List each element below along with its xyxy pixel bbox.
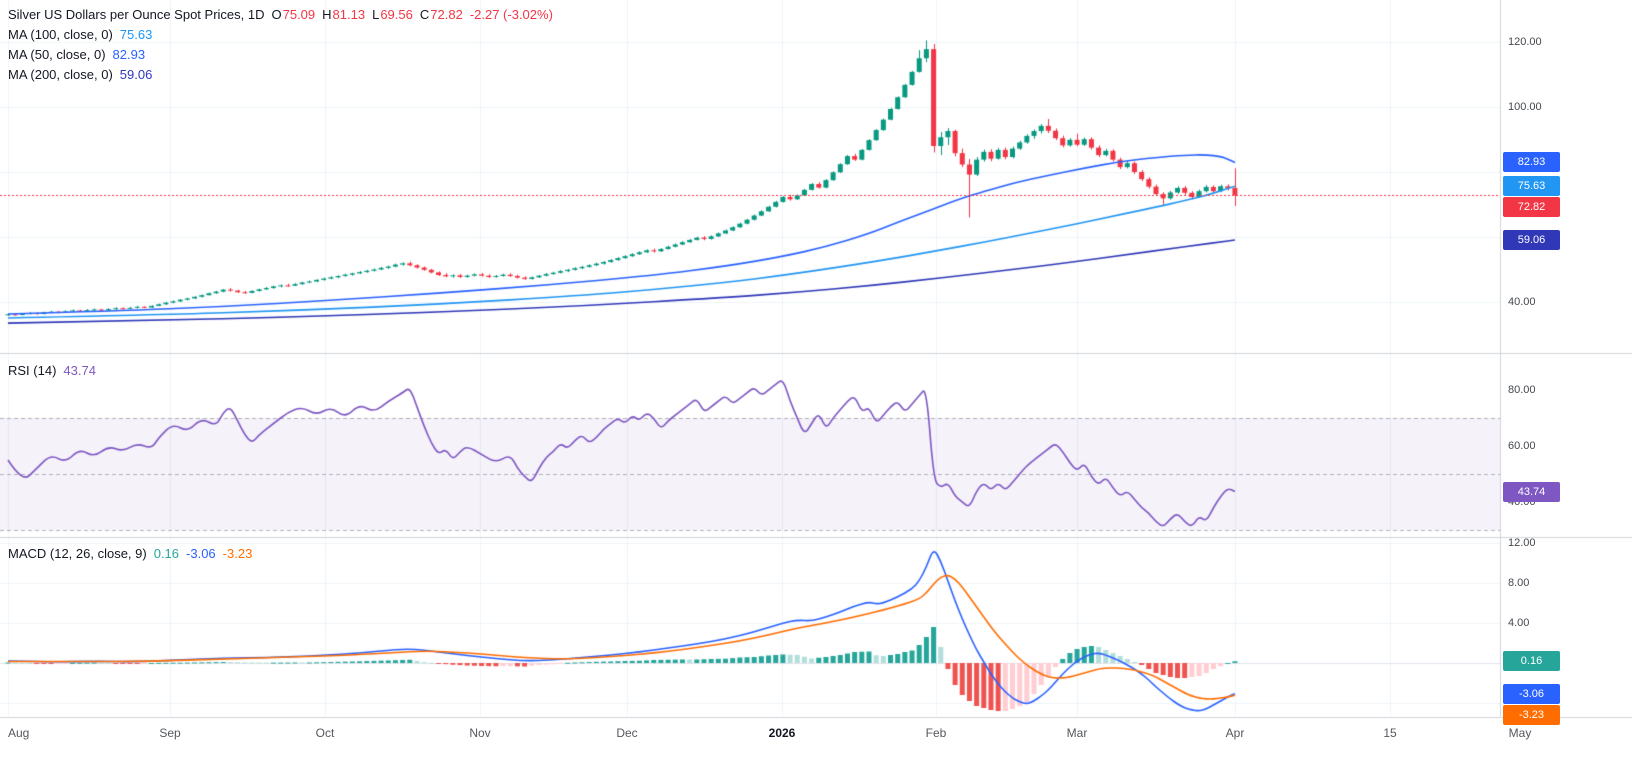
ma200-label: MA (200, close, 0) bbox=[8, 66, 113, 82]
ohlc-high: H 81.13 bbox=[322, 7, 365, 22]
macd-legend-row[interactable]: MACD (12, 26, close, 9) 0.16 -3.06 -3.23 bbox=[8, 543, 252, 563]
low-value: 69.56 bbox=[380, 6, 413, 22]
ma50-legend-row[interactable]: MA (50, close, 0) 82.93 bbox=[8, 44, 553, 64]
symbol-row[interactable]: Silver US Dollars per Ounce Spot Prices,… bbox=[8, 4, 553, 24]
macd-hist-value: 0.16 bbox=[153, 545, 180, 561]
ohlc-low: L 69.56 bbox=[372, 7, 413, 22]
macd-legend: MACD (12, 26, close, 9) 0.16 -3.06 -3.23 bbox=[8, 543, 252, 563]
open-label: O bbox=[271, 6, 282, 22]
main-legend: Silver US Dollars per Ounce Spot Prices,… bbox=[8, 4, 553, 84]
high-value: 81.13 bbox=[332, 6, 366, 22]
high-label: H bbox=[322, 6, 332, 22]
close-value: 72.82 bbox=[430, 6, 463, 22]
macd-line-value: -3.06 bbox=[186, 545, 216, 561]
low-label: L bbox=[372, 6, 380, 22]
ma200-legend-row[interactable]: MA (200, close, 0) 59.06 bbox=[8, 64, 553, 84]
open-value: 75.09 bbox=[282, 6, 316, 22]
rsi-legend: RSI (14) 43.74 bbox=[8, 360, 96, 380]
symbol-title[interactable]: Silver US Dollars per Ounce Spot Prices,… bbox=[8, 6, 265, 22]
ma100-legend-row[interactable]: MA (100, close, 0) 75.63 bbox=[8, 24, 553, 44]
rsi-label: RSI (14) bbox=[8, 362, 57, 378]
rsi-legend-row[interactable]: RSI (14) 43.74 bbox=[8, 360, 96, 380]
ma200-value: 59.06 bbox=[119, 66, 153, 82]
ohlc-close: C 72.82 bbox=[420, 7, 463, 22]
rsi-value: 43.74 bbox=[63, 362, 96, 378]
macd-label: MACD (12, 26, close, 9) bbox=[8, 545, 147, 561]
ma100-value: 75.63 bbox=[119, 26, 153, 42]
ma100-label: MA (100, close, 0) bbox=[8, 26, 113, 42]
ma50-value: 82.93 bbox=[112, 46, 146, 62]
change-value: -2.27 (-3.02%) bbox=[469, 6, 553, 22]
macd-signal-value: -3.23 bbox=[222, 545, 253, 561]
ma50-label: MA (50, close, 0) bbox=[8, 46, 106, 62]
ohlc-open: O 75.09 bbox=[271, 7, 315, 22]
close-label: C bbox=[419, 6, 430, 22]
